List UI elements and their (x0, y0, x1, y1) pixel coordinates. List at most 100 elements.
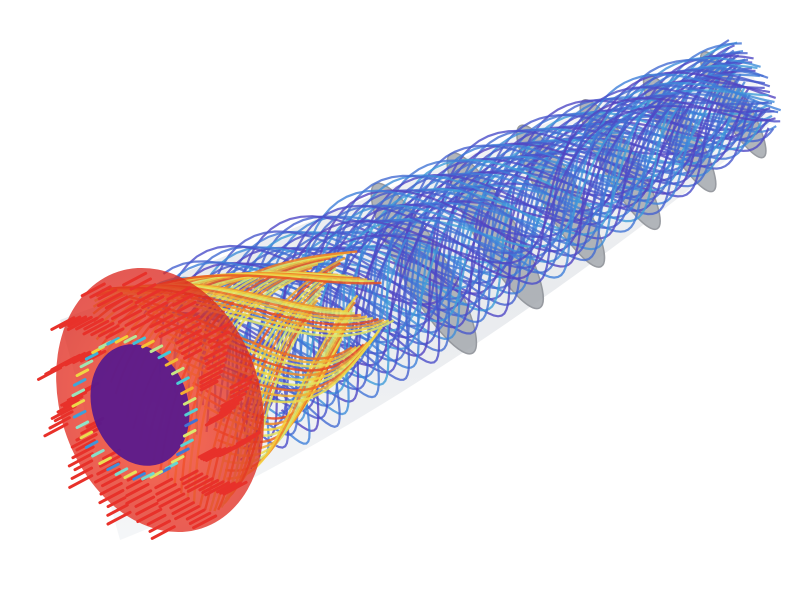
inlet-stub (80, 282, 106, 298)
inlet-stub (72, 349, 97, 365)
streamline (269, 97, 776, 438)
inlet-stub (201, 480, 225, 495)
inlet-stub (204, 446, 232, 462)
inlet-stub (71, 445, 95, 460)
inlet-stub (186, 477, 214, 493)
core-ring-stub (84, 351, 99, 361)
core-ring-stub (176, 376, 190, 385)
core-ring-stub (106, 336, 120, 346)
inlet-stub (218, 401, 240, 415)
streamline (187, 83, 741, 401)
inlet-stub (53, 410, 74, 423)
core-ring-stub (114, 467, 129, 476)
inlet-stub (175, 329, 203, 345)
streamline (201, 51, 748, 391)
inlet-stub (104, 295, 129, 310)
inlet-stub (176, 300, 197, 313)
core-ring-stub (170, 455, 185, 464)
inlet-stub (219, 481, 242, 495)
core-ring-stub (149, 470, 164, 479)
inlet-stub (73, 459, 94, 472)
streamline (133, 41, 738, 386)
core-ring-stub (157, 350, 172, 360)
core-ring-stub (132, 336, 146, 346)
core-ring-stub (91, 448, 105, 458)
core-ring-stub (79, 359, 94, 369)
inlet-stub (50, 404, 77, 420)
inlet-stub (146, 513, 167, 526)
core-ring-stub (98, 456, 112, 465)
inlet-stub (150, 525, 176, 540)
inlet-stub (112, 300, 134, 313)
inlet-stub (204, 322, 230, 338)
core-ring-stub (149, 344, 164, 353)
inlet-stub (83, 318, 104, 331)
inlet-stub (75, 316, 99, 331)
inlet-stub (126, 470, 146, 482)
inlet-stub (207, 330, 230, 344)
inlet-stub (192, 514, 218, 530)
core-ring-stub (123, 334, 138, 344)
inlet-stub (136, 283, 157, 296)
inlet-stub (183, 348, 203, 360)
inlet-stub (178, 335, 203, 350)
core-ring-stub (75, 368, 90, 378)
core-ring-stub (71, 388, 86, 397)
inlet-stub (134, 289, 161, 305)
inlet-stub (171, 293, 195, 307)
inlet-stub (56, 399, 80, 414)
inlet-stub (96, 291, 123, 308)
inlet-stub (179, 469, 199, 481)
inlet-stub (149, 314, 174, 329)
core-ring-stub (180, 386, 194, 396)
inlet-stub (202, 447, 227, 462)
inlet-streamline-stubs (37, 271, 261, 540)
core-ring-stub (180, 438, 194, 448)
inlet-stub (197, 447, 217, 459)
inlet-stub (99, 481, 123, 496)
inlet-stub (155, 482, 177, 496)
inlet-stub (106, 503, 129, 517)
inlet-stub (75, 439, 96, 452)
inlet-stub (198, 364, 226, 380)
core-ring-stub (164, 358, 179, 367)
core-ring-stub (182, 397, 197, 406)
inlet-stub (125, 489, 153, 505)
inlet-stub (99, 454, 121, 468)
core-ring-stub (123, 470, 137, 480)
inlet-stub (117, 309, 143, 324)
core-ring-stub (71, 399, 86, 408)
inlet-stub (216, 481, 236, 494)
inlet-stub (135, 501, 159, 516)
inlet-stub (229, 386, 250, 399)
inlet-stub (181, 472, 204, 486)
inlet-stub (188, 511, 212, 525)
inlet-stub (70, 466, 94, 480)
inlet-core-region (90, 344, 190, 466)
inlet-stub (106, 496, 127, 509)
inlet-stub (106, 510, 132, 526)
inlet-stub (204, 351, 229, 366)
inlet-stub (219, 397, 244, 411)
inlet-stub (171, 501, 195, 515)
streamline (173, 71, 735, 393)
inlet-stub (101, 474, 122, 488)
inlet-stub (70, 433, 98, 449)
inlet-stub (89, 285, 112, 299)
inlet-stub (144, 307, 171, 324)
core-ring-stub (141, 471, 155, 481)
inlet-stub (154, 477, 174, 490)
inlet-stub (199, 380, 219, 392)
inlet-stub (172, 308, 199, 324)
inlet-stub (220, 392, 247, 408)
inlet-stub (174, 505, 201, 521)
inlet-stub (129, 277, 152, 291)
inlet-stub (125, 482, 150, 498)
inlet-stub (229, 380, 253, 395)
streamline (201, 56, 761, 416)
inlet-stub (82, 319, 110, 336)
core-ring-stub (184, 407, 198, 417)
inlet-stub (198, 479, 220, 492)
inlet-stub (166, 286, 192, 301)
